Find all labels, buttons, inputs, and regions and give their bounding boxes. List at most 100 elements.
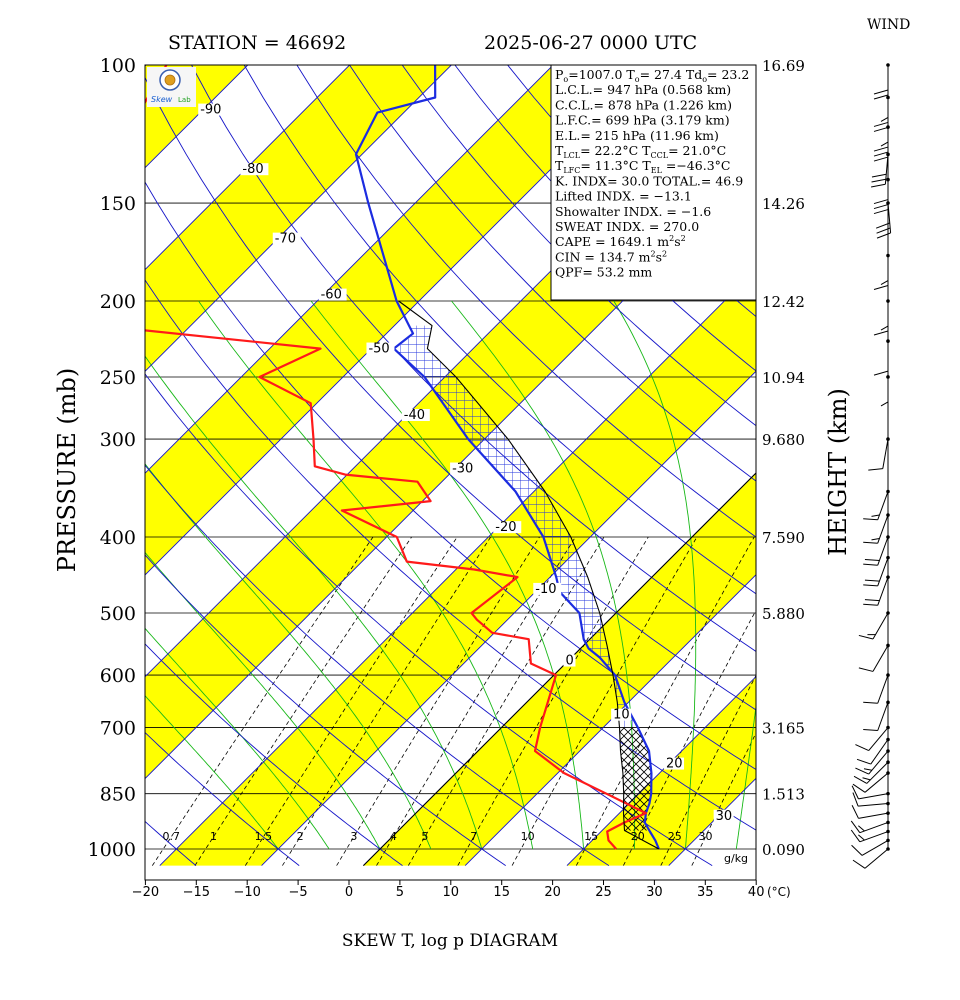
height-tick-label: 16.69 [762,57,805,75]
index-line: L.C.L.= 947 hPa (0.568 km) [555,82,731,97]
wind-barb [856,737,890,765]
isotherm-label: 30 [716,809,733,824]
mixing-ratio-label: 15 [584,830,598,843]
isotherm-line [145,65,147,67]
pressure-tick-label: 850 [100,784,136,806]
height-tick-label: 0.090 [762,841,805,859]
isotherm-line [145,65,656,576]
dry-adiabat [145,181,756,770]
temperature-tick-label: 5 [396,885,404,900]
isotherm-line [145,65,351,271]
isotherm-label: 0 [565,654,573,669]
wind-barbs [850,63,892,869]
temperature-tick-label: 35 [697,885,714,900]
wind-barb [863,535,890,566]
index-line: Lifted INDX. = −13.1 [555,189,692,204]
pressure-tick-label: 150 [100,193,136,215]
cape-area [395,325,638,728]
wind-barb [863,489,890,521]
index-line: Showalter INDX. = −1.6 [555,204,711,219]
isotherm-label: 10 [613,708,630,723]
isotherm-labels: -90 -80 -70 -60 -50 -40 -30 -20 -10 0 10 20 30 [198,103,734,824]
temperature-tick-label: 30 [646,885,663,900]
mixing-ratio-line [511,536,698,866]
moist-adiabat [145,627,330,850]
index-line: QPF= 53.2 mm [555,265,652,280]
index-line: E.L.= 215 hPa (11.96 km) [555,128,719,143]
dry-adiabat [349,65,756,482]
height-tick-label: 10.94 [762,369,805,387]
isotherm-line [771,48,960,866]
pressure-tick-label: 300 [100,429,136,451]
temperature-tick-label: 20 [544,885,561,900]
freezing-isotherm [362,472,756,867]
index-line: SWEAT INDX. = 270.0 [555,219,699,234]
station-label: STATION = 46692 [168,32,346,54]
wind-barb [852,847,890,869]
mixing-ratio-label: 0.7 [162,830,180,843]
wind-barb [852,771,890,793]
pressure-tick-label: 1000 [88,839,136,861]
isotherm-label: -20 [495,520,516,535]
y-axis-label: PRESSURE (mb) [53,368,81,573]
index-line: K. INDX= 30.0 TOTAL.= 46.9 [555,173,743,188]
mixing-ratio-label: 3 [350,830,357,843]
height-tick-label: 14.26 [762,195,805,213]
isotherm-lines [145,48,960,867]
index-line: CAPE = 1649.1 m2s2 [555,234,686,249]
mixing-ratio-label: 10 [521,830,535,843]
index-line: TLFC= 11.3°C TEL =−46.3°C [555,158,730,175]
mixing-ratio-line [623,609,756,866]
mixing-ratio-label: 5 [421,830,428,843]
index-line: C.C.L.= 878 hPa (1.226 km) [555,97,732,112]
wind-label: WIND [867,17,910,33]
wind-barb [851,838,890,856]
wind-barb [852,792,890,807]
isotherm-line [566,675,756,866]
mixing-ratio-label: 25 [668,830,682,843]
isotherm-label: -80 [242,162,263,177]
pressure-tick-label: 250 [100,367,136,389]
wind-barb [851,805,890,819]
wind-barb [858,611,890,640]
wind-barb [851,785,890,800]
moist-adiabat [145,551,381,850]
moist-adiabat [198,300,534,850]
svg-text:Skew: Skew [151,95,173,104]
wind-barb [873,299,890,336]
temperature-tick-label: 15 [493,885,510,900]
pressure-tick-label: 400 [100,527,136,549]
isotherm-label: -90 [200,103,221,118]
pressure-tick-labels: 100 150 200 250 300 400 500 600 700 850 1000 [88,55,136,861]
isotherm-label: -60 [321,288,342,303]
dry-adiabat [145,731,300,866]
plot-area: -90 -80 -70 -60 -50 -40 -30 -20 -10 0 10 20 30 0.7 1 1… [145,48,960,880]
index-line: L.F.C.= 699 hPa (3.179 km) [555,113,730,128]
isotherm-label: 20 [666,757,683,772]
temperature-tick-label: 10 [443,885,460,900]
wind-barb [873,63,890,100]
mixing-ratio-line [282,536,492,866]
moist-adiabat [735,702,756,850]
dry-adiabat [401,65,756,427]
isotherm-label: -10 [535,582,556,597]
temperature-tick-label: −20 [132,885,159,900]
dry-adiabat [145,554,506,866]
height-tick-label: 9.680 [762,431,805,449]
isotherm-line [464,574,756,866]
wind-barb [873,339,890,376]
moist-adiabat [145,355,483,850]
temperature-tick-label: −10 [233,885,260,900]
index-line: Po=1007.0 To= 27.4 Tdo= 23.2 [555,67,749,84]
height-tick-label: 7.590 [762,529,805,547]
isotherm-line [145,65,554,474]
station-logo: Skew Lab [147,67,196,107]
dry-adiabat [771,65,960,866]
wind-barb [855,725,890,751]
mixing-ratio-line [407,536,605,866]
mixing-unit: g/kg [724,852,748,865]
pressure-tick-label: 700 [100,718,136,740]
wind-barb [863,700,890,732]
pressure-tick-label: 100 [100,55,136,77]
